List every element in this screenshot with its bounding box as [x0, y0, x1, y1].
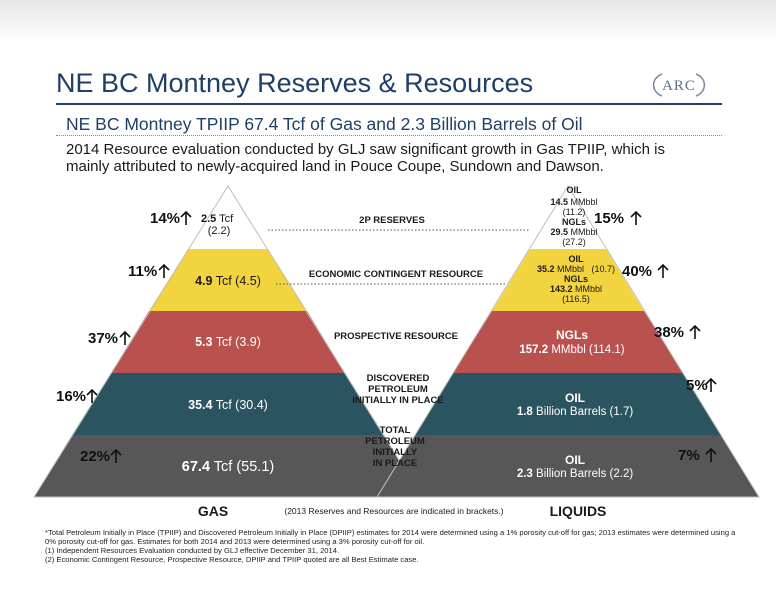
category-dpiip-line2: PETROLEUM — [368, 384, 428, 395]
gas-tpiip-change: 22% — [80, 448, 110, 465]
liquids-changes: 15% 40% 38% 5% 7% — [594, 210, 717, 464]
liquids-2p-ngl-value: 29.5 MMbbl — [550, 227, 597, 237]
gas-changes: 14% 11% 37% 16% 22% — [56, 210, 192, 465]
category-ecr: ECONOMIC CONTINGENT RESOURCE — [309, 269, 483, 280]
gas-tier-prospective — [111, 311, 345, 373]
liquids-ecr-ngl-prior: (116.5) — [562, 294, 590, 304]
liquids-prospective-change: 38% — [654, 324, 684, 341]
liquids-2p-oil-prior: (11.2) — [563, 207, 586, 217]
gas-tier-2p — [188, 186, 268, 249]
connector-lines — [268, 229, 530, 285]
liquids-2p-oil-label: OIL — [567, 185, 583, 195]
gas-2p-prior: (2.2) — [208, 225, 231, 237]
category-tpiip-line1: TOTAL — [380, 425, 411, 436]
gas-tier-dpiip — [72, 373, 384, 435]
liquids-ecr-ngl-value: 143.2 MMbbl — [550, 284, 602, 294]
liquids-pyramid-outline — [376, 185, 760, 498]
footnote-2: (2) Economic Contingent Resource, Prospe… — [45, 555, 419, 564]
gas-prospective-change: 37% — [88, 330, 118, 347]
category-tpiip-line2: PETROLEUM — [365, 436, 425, 447]
liquids-tier-dpiip — [415, 373, 721, 435]
page-subtitle: NE BC Montney TPIIP 67.4 Tcf of Gas and … — [66, 114, 583, 134]
header-band — [0, 0, 776, 42]
liquids-tpiip-value: 2.3 Billion Barrels (2.2) — [517, 468, 634, 480]
liquids-tier-tpiip — [377, 435, 759, 497]
gas-ecr-value: 4.9 Tcf (4.5) — [195, 274, 261, 288]
gas-pyramid — [33, 185, 423, 498]
category-tpiip-line3: INITIALLY — [373, 447, 418, 458]
liquids-2p-oil-value: 14.5 MMbbl — [550, 197, 597, 207]
gas-tier-ecr — [149, 249, 307, 311]
category-prospective: PROSPECTIVE RESOURCE — [334, 331, 458, 342]
liquids-dpiip-change: 5% — [686, 377, 708, 394]
category-2p: 2P RESERVES — [359, 215, 425, 226]
liquids-2p-ngl-label: NGLs — [562, 217, 586, 227]
category-dpiip-line1: DISCOVERED — [367, 373, 430, 384]
liquids-prospective-label: NGLs — [556, 328, 588, 342]
category-tpiip-line4: IN PLACE — [373, 458, 417, 469]
gas-values: 2.5 Tcf (2.2) 4.9 Tcf (4.5) 5.3 Tcf (3.9… — [182, 213, 274, 475]
footnotes: *Total Petroleum Initially in Place (TPI… — [45, 528, 745, 564]
liquids-prospective-value: 157.2 MMbbl (114.1) — [519, 344, 624, 356]
arc-logo: ARC — [652, 73, 706, 97]
gas-tier-tpiip — [34, 435, 422, 497]
gas-label: GAS — [198, 503, 228, 519]
logo-text: ARC — [662, 78, 696, 94]
gas-dpiip-change: 16% — [56, 388, 86, 405]
liquids-dpiip-label: OIL — [565, 391, 585, 405]
liquids-2p-change: 15% — [594, 210, 624, 227]
liquids-pyramid — [376, 185, 760, 498]
liquids-label: LIQUIDS — [550, 503, 607, 519]
category-labels: 2P RESERVES ECONOMIC CONTINGENT RESOURCE… — [309, 215, 483, 469]
liquids-ecr-ngl-label: NGLs — [564, 274, 588, 284]
gas-dpiip-value: 35.4 Tcf (30.4) — [188, 398, 268, 412]
liquids-tier-prospective — [453, 311, 683, 373]
gas-pyramid-outline — [33, 185, 423, 498]
bracket-note: (2013 Reserves and Resources are indicat… — [284, 506, 503, 516]
gas-2p-change: 14% — [150, 210, 180, 227]
gas-prospective-value: 5.3 Tcf (3.9) — [195, 335, 261, 349]
liquids-ecr-oil-value: 35.2 MMbbl (10.7) — [537, 264, 615, 274]
liquids-tpiip-label: OIL — [565, 453, 585, 467]
footnote-1: (1) Independent Resources Evaluation con… — [45, 546, 340, 555]
liquids-tpiip-change: 7% — [678, 447, 700, 464]
gas-ecr-change: 11% — [128, 263, 157, 280]
footnote-porosity: *Total Petroleum Initially in Place (TPI… — [45, 528, 736, 546]
liquids-values: OIL 14.5 MMbbl (11.2) NGLs 29.5 MMbbl (2… — [517, 185, 634, 480]
intro-text: 2014 Resource evaluation conducted by GL… — [66, 141, 665, 175]
gas-tpiip-value: 67.4 Tcf (55.1) — [182, 459, 274, 475]
liquids-2p-ngl-prior: (27.2) — [562, 237, 586, 247]
liquids-ecr-oil-label: OIL — [569, 254, 585, 264]
liquids-dpiip-value: 1.8 Billion Barrels (1.7) — [517, 406, 634, 418]
liquids-tier-2p — [530, 186, 606, 249]
arrow-up-icon — [86, 210, 192, 463]
gas-2p-value: 2.5 Tcf — [201, 213, 234, 225]
arrow-up-icon — [630, 210, 717, 462]
liquids-tier-ecr — [492, 249, 644, 311]
title-divider — [56, 103, 722, 105]
subtitle-divider — [56, 135, 722, 136]
page-title: NE BC Montney Reserves & Resources — [56, 68, 534, 98]
liquids-ecr-change: 40% — [622, 263, 652, 280]
category-dpiip-line3: INITIALLY IN PLACE — [352, 395, 443, 406]
